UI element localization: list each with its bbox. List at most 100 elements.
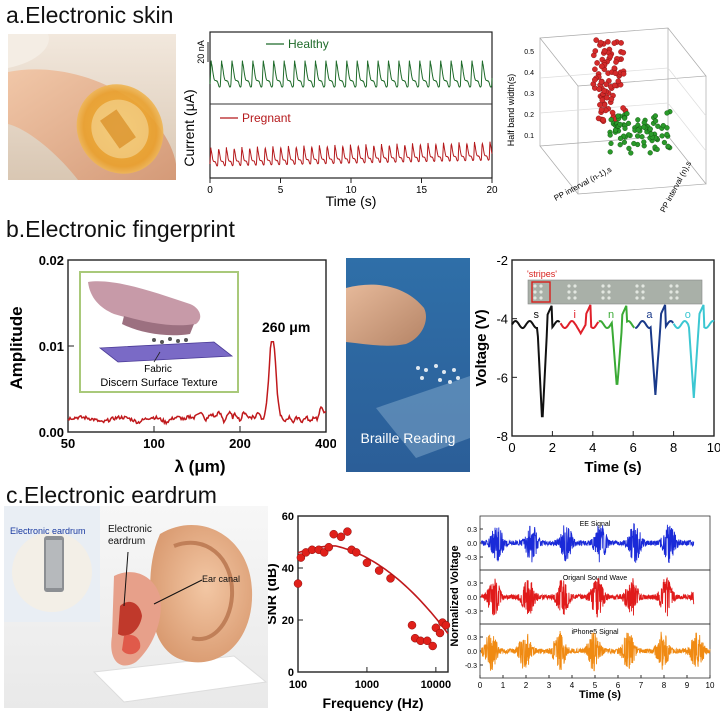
scatter3d-ztick-label: 0.4: [524, 70, 534, 77]
scatter3d-point-healthy: [594, 60, 600, 66]
scatter3d-point-pregnant: [653, 118, 659, 124]
photo-braille-reading: Braille Reading: [346, 258, 470, 472]
photo-electronic-eardrum: Electronic eardrum Electronic eardrum Ea…: [4, 506, 268, 708]
scatter3d-point-healthy: [595, 115, 602, 122]
waves-xtick-label: 1: [501, 681, 506, 690]
braille-xlabel: Time (s): [584, 459, 641, 476]
snr-point: [362, 558, 372, 568]
fingerprint-xtick-label: 400: [315, 436, 336, 451]
waves-xlabel: Time (s): [579, 689, 621, 701]
waves-trace: [480, 630, 711, 672]
inset-fabric-label: Fabric: [144, 364, 172, 375]
braille-banner-dot: [573, 284, 577, 288]
braille-banner-dot: [567, 290, 571, 294]
fingerprint-xlabel: λ (μm): [174, 457, 225, 476]
waves-xtick-label: 10: [706, 681, 715, 690]
braille-trace-i: [559, 304, 600, 336]
scatter3d-point-pregnant: [664, 131, 670, 138]
waves-panel-title: Origanl Sound Wave: [563, 575, 627, 582]
braille-letter-label: a: [646, 309, 653, 321]
braille-banner-dot: [669, 290, 673, 294]
pulse-legend-healthy: Healthy: [288, 37, 329, 51]
waves-ytick-label: 0.0: [467, 649, 477, 656]
braille-banner-dot: [641, 284, 645, 288]
chart-pulse: 0 5 10 15 20 Healthy Pregnant Time (s) Curre…: [181, 31, 498, 209]
snr-ytick-label: 20: [282, 615, 294, 627]
waves-ylabel: Normalized Voltage: [450, 545, 461, 646]
braille-reading-label: Braille Reading: [360, 430, 456, 446]
braille-letter-label: s: [534, 309, 540, 321]
scatter3d-ztick-label: 0.3: [524, 91, 534, 98]
snr-point: [374, 566, 384, 575]
scatter3d-point-pregnant: [641, 120, 647, 126]
snr-ylabel: SNR (dB): [268, 563, 279, 624]
scatter3d-point-healthy: [620, 105, 626, 111]
scatter3d-point-pregnant: [641, 139, 647, 145]
scatter3d-point-pregnant: [635, 133, 641, 139]
scatter3d-point-healthy: [598, 79, 605, 85]
braille-banner-dot: [669, 284, 673, 288]
braille-xtick-label: 4: [589, 440, 596, 455]
scatter3d-point-healthy: [592, 77, 598, 83]
snr-point: [336, 532, 346, 542]
fingerprint-xtick-label: 50: [61, 436, 75, 451]
snr-xtick-label: 100: [289, 679, 307, 691]
waves-ytick-label: 0.0: [467, 541, 477, 548]
scatter3d-point-pregnant: [607, 132, 613, 138]
snr-point: [352, 548, 361, 557]
fingerprint-ylabel: Amplitude: [7, 306, 26, 389]
braille-banner: [527, 279, 703, 305]
scatter3d-point-pregnant: [641, 124, 647, 130]
snr-xtick-label: 10000: [421, 679, 452, 691]
waves-ytick-label: 0.0: [467, 595, 477, 602]
braille-banner-highlight: [531, 281, 551, 303]
scatter3d-point-healthy: [592, 48, 599, 54]
waves-ytick-label: 0.3: [467, 581, 477, 588]
scatter3d-point-healthy: [600, 117, 606, 123]
scatter3d-point-pregnant: [661, 139, 668, 146]
scatter3d-point-healthy: [613, 59, 619, 65]
chart-snr: 100 1000 10000 0 20 40 60 Frequency (Hz) SNR (…: [268, 511, 452, 711]
waves-panel-title: iPhone5 Signal: [571, 629, 619, 636]
scatter3d-xlabel: PP interval (n-1),s: [553, 165, 614, 203]
scatter3d-point-pregnant: [615, 113, 621, 119]
scatter3d-point-pregnant: [647, 150, 653, 156]
snr-fit-curve: [297, 545, 449, 635]
braille-banner-dot: [669, 296, 673, 300]
scatter3d-point-pregnant: [617, 142, 623, 148]
braille-banner-dot: [675, 296, 679, 300]
braille-banner-dot: [533, 296, 537, 300]
braille-letter-label: n: [608, 309, 614, 321]
pulse-trace-healthy: [209, 60, 493, 88]
pulse-xtick-label: 0: [207, 185, 213, 196]
scatter3d-zlabel: Half band width(s): [506, 74, 516, 147]
ear-canal-label: Ear canal: [202, 574, 241, 584]
fingerprint-ytick-label: 0.00: [39, 425, 64, 440]
scatter3d-point-healthy: [599, 97, 606, 103]
pulse-plot-frame: [209, 31, 493, 179]
snr-point: [435, 628, 445, 638]
snr-point: [407, 620, 417, 630]
section-title-c: c.Electronic eardrum: [6, 482, 217, 508]
pulse-xtick-label: 10: [345, 185, 357, 196]
waves-trace: [480, 577, 695, 618]
braille-banner-dot: [635, 290, 639, 294]
scatter3d-ztick-label: 0.5: [524, 49, 534, 56]
fingerprint-xtick-label: 200: [229, 436, 251, 451]
braille-banner-dot: [567, 296, 571, 300]
scatter3d-point-pregnant: [635, 117, 641, 123]
braille-trace-a: [635, 304, 674, 395]
scatter3d-point-healthy: [612, 82, 618, 89]
scatter3d-point-pregnant: [665, 143, 671, 149]
snr-xlabel: Frequency (Hz): [322, 695, 423, 711]
braille-banner-dot: [607, 290, 611, 294]
scatter3d-point-healthy: [601, 88, 608, 94]
scatter3d-point-pregnant: [621, 115, 628, 121]
scatter3d-point-pregnant: [652, 113, 659, 119]
braille-banner-dot: [573, 290, 577, 294]
snr-point: [428, 641, 437, 651]
snr-ytick-label: 40: [282, 563, 294, 575]
braille-plot-frame: [511, 259, 715, 437]
scatter3d-point-healthy: [609, 109, 616, 116]
braille-banner-dot: [601, 296, 605, 300]
